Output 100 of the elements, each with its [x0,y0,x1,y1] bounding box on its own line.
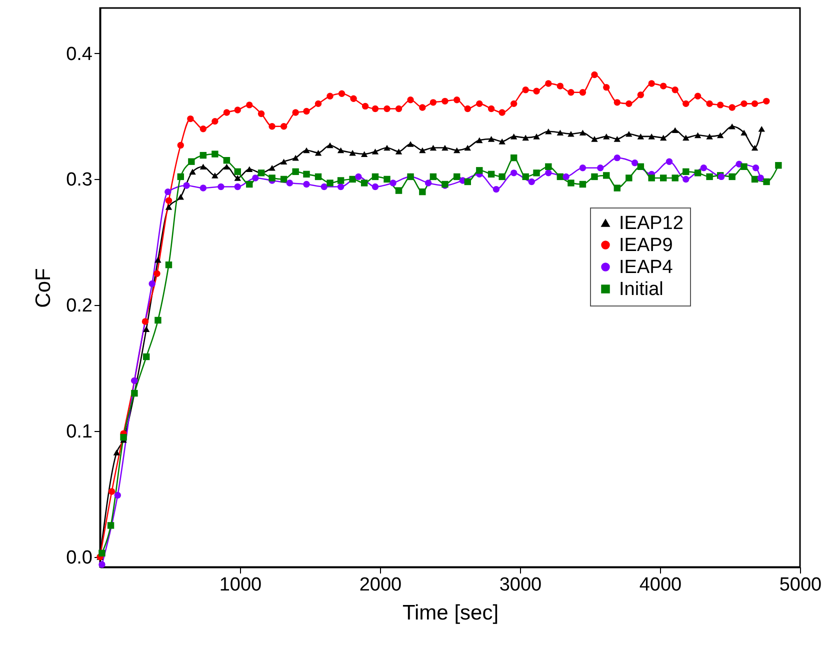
point [108,488,116,495]
point [419,188,426,196]
y-tick-label: 0.0 [66,547,92,568]
point [337,183,344,190]
point [626,174,632,182]
point [223,109,230,116]
point [716,132,724,138]
point [751,100,758,108]
point [212,150,218,158]
y-axis-title: CoF [32,268,56,308]
x-tick-label: 5000 [779,574,822,596]
point [430,144,437,151]
point [292,154,299,161]
point [372,173,379,180]
point [672,127,678,134]
point [246,166,253,172]
x-axis-title: Time [sec] [402,602,499,624]
point [360,151,368,157]
x-tick-label: 4000 [639,574,682,596]
point [337,177,344,184]
legend-label: IEAP9 [619,235,673,256]
point [384,105,390,112]
y-tick-label: 0.3 [66,170,92,191]
point [775,162,782,169]
point [533,170,540,176]
point [597,164,604,172]
point [706,134,713,140]
point [591,173,598,180]
point [407,141,414,147]
point [148,280,156,288]
point [637,134,644,140]
point [280,176,288,183]
point [528,178,535,186]
point [464,105,471,112]
x-tick-label: 3000 [499,574,542,596]
point [533,88,540,94]
point [492,186,500,193]
point [337,147,344,154]
point [740,163,748,170]
point [660,82,667,90]
point [682,176,690,183]
point [614,184,621,192]
point [218,183,224,190]
point [419,104,426,111]
point [234,106,241,114]
point [568,130,574,137]
point [362,102,369,110]
point [603,172,610,179]
point [579,130,586,136]
point [763,178,770,186]
point [268,164,276,171]
point [164,188,172,196]
point [246,102,253,108]
point [522,173,529,180]
point [303,180,310,188]
point [314,173,322,180]
point [200,184,207,192]
point [234,175,241,181]
point [326,92,334,100]
point [303,108,310,115]
point [740,100,748,108]
point [556,82,564,90]
point [728,173,736,180]
point [372,148,379,154]
point [510,154,518,162]
x-tick-label: 2000 [359,574,402,596]
point [355,173,362,180]
point [614,136,621,142]
point [510,170,518,176]
point [212,172,218,178]
point [177,142,184,149]
point [706,173,713,180]
point [488,136,495,142]
point [234,168,241,176]
y-tick-label: 0.4 [66,44,93,65]
point [442,144,448,151]
point [682,100,690,108]
point [694,170,702,176]
point [165,204,172,210]
point [177,194,184,200]
point [545,170,552,176]
point [252,174,259,182]
point [454,147,460,154]
point [154,270,160,277]
point [728,123,736,130]
point [648,134,655,140]
y-tick-label: 0.2 [66,296,92,317]
point [154,256,162,263]
point [113,450,120,456]
point [454,96,460,104]
point [223,156,230,164]
point [568,180,574,186]
point [200,126,207,132]
point [395,148,402,154]
point [188,158,195,165]
point [660,174,667,182]
point [268,174,276,182]
point [407,96,414,104]
point [320,183,328,190]
point [314,100,322,108]
